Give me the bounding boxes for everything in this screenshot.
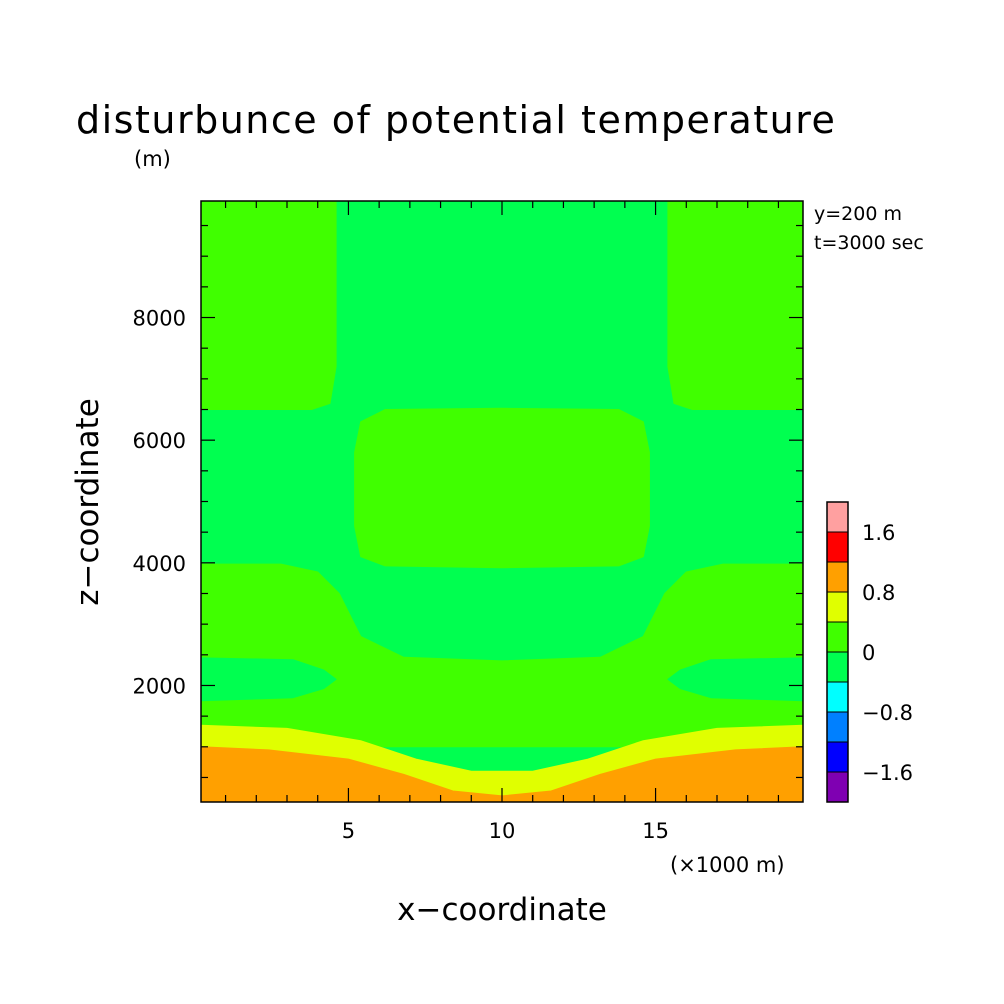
colorbar-swatch xyxy=(826,681,849,713)
colorbar-swatch xyxy=(826,501,849,533)
x-axis-label: x−coordinate xyxy=(397,892,607,928)
annotation-y: y=200 m xyxy=(814,203,902,225)
colorbar-label: −0.8 xyxy=(862,701,913,725)
y-tick-label: 4000 xyxy=(133,552,186,576)
plot-frame xyxy=(200,200,804,803)
colorbar-label: 0.8 xyxy=(862,581,895,605)
colorbar-label: −1.6 xyxy=(862,761,913,785)
colorbar-swatch xyxy=(826,711,849,743)
colorbar-swatch xyxy=(826,531,849,563)
colorbar-label: 1.6 xyxy=(862,521,895,545)
colorbar-swatch xyxy=(826,591,849,623)
x-tick-labels: 5 10 15 xyxy=(342,819,669,843)
contour-regions xyxy=(201,201,803,802)
colorbar-swatch xyxy=(826,651,849,683)
y-tick-labels: 2000 4000 6000 8000 xyxy=(133,307,186,699)
colorbar-label: 0 xyxy=(862,641,875,665)
contour-region-middle-blob xyxy=(354,407,650,569)
y-axis-label: z−coordinate xyxy=(70,398,106,606)
contour-region-lower-band xyxy=(201,563,803,748)
contour-region-upper-left xyxy=(201,201,337,410)
y-tick-label: 6000 xyxy=(133,429,186,453)
y-tick-label: 2000 xyxy=(133,674,186,698)
colorbar-frame xyxy=(826,501,849,803)
x-tick-label: 5 xyxy=(342,819,355,843)
colorbar: 1.6 0.8 0 −0.8 −1.6 xyxy=(826,501,913,803)
x-tick-label: 15 xyxy=(642,819,669,843)
y-tick-label: 8000 xyxy=(133,307,186,331)
contour-region-right-eye xyxy=(667,657,803,702)
contour-region-upper-right xyxy=(667,201,803,410)
colorbar-swatch xyxy=(826,561,849,593)
y-unit-label: (m) xyxy=(134,147,171,171)
colorbar-swatch xyxy=(826,741,849,773)
axis-ticks xyxy=(201,201,803,802)
x-tick-label: 10 xyxy=(489,819,516,843)
annotation-t: t=3000 sec xyxy=(814,232,924,254)
contour-region-orange-band xyxy=(201,746,803,802)
contour-region-left-eye xyxy=(201,657,337,702)
x-unit-label: (×1000 m) xyxy=(670,853,785,877)
colorbar-swatch xyxy=(826,621,849,653)
chart-title: disturbunce of potential temperature xyxy=(76,98,836,142)
colorbar-swatch xyxy=(826,771,849,803)
